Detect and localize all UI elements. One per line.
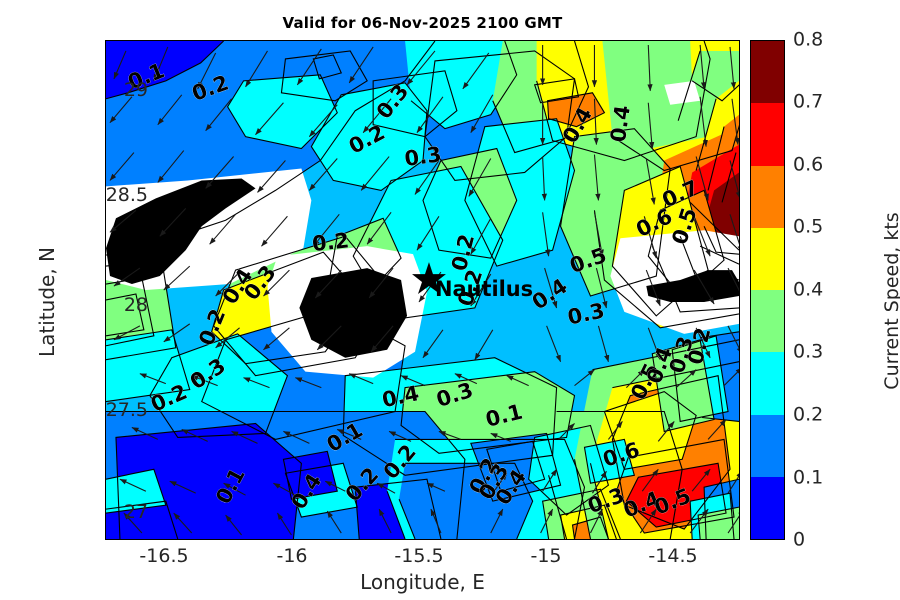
station-label: Nautilus — [435, 277, 533, 301]
colorbar-band-5 — [751, 165, 784, 228]
colorbar-band-3 — [751, 290, 784, 353]
cbar-tick-0-8: 0.8 — [793, 28, 824, 51]
cbar-tick-0-6: 0.6 — [793, 153, 824, 176]
current-vector-field — [109, 44, 739, 536]
cbar-tick-0-7: 0.7 — [793, 90, 824, 113]
ytick-27-5: 27.5 — [105, 399, 148, 421]
xtick-14-5: -14.5 — [648, 545, 698, 567]
page-title: Valid for 06-Nov-2025 2100 GMT — [282, 14, 563, 32]
y-axis-label: Latitude, N — [35, 247, 59, 357]
xtick-15: -15 — [530, 545, 562, 567]
xtick-16-5: -16.5 — [139, 545, 189, 567]
colorbar-band-7 — [751, 41, 784, 104]
star-marker[interactable] — [412, 262, 446, 294]
contour-lines — [106, 41, 739, 539]
cbar-tick-0-2: 0.2 — [793, 403, 824, 426]
contour-label: 0.2 — [311, 228, 350, 256]
contour-label: 0.4 — [606, 104, 635, 144]
contour-label: 0.3 — [403, 142, 443, 171]
cbar-tick-0-1: 0.1 — [793, 466, 824, 489]
cbar-tick-0: 0 — [793, 528, 806, 551]
ytick-29: 29 — [123, 79, 148, 101]
x-axis-label: Longitude, E — [360, 570, 485, 594]
xtick-16: -16 — [276, 545, 308, 567]
cbar-tick-0-4: 0.4 — [793, 278, 824, 301]
colorbar[interactable] — [750, 40, 785, 540]
colorbar-band-6 — [751, 103, 784, 166]
colorbar-band-0 — [751, 476, 784, 539]
station-marker-group[interactable]: Nautilus — [412, 262, 533, 301]
cbar-tick-0-3: 0.3 — [793, 340, 824, 363]
plot-area: 0.1 0.2 0.3 0.2 0.3 0.4 0.4 0.7 0.6 0.5 0.2 0.2 0.4 0… — [105, 40, 740, 540]
contour-plot-svg: 0.1 0.2 0.30.2 0.30.4 0.40.70.60.50.2 0.20.40… — [106, 41, 739, 539]
colorbar-band-4 — [751, 227, 784, 290]
xtick-15-5: -15.5 — [394, 545, 444, 567]
ytick-28-5: 28.5 — [105, 184, 148, 206]
ytick-28: 28 — [123, 294, 148, 316]
ytick-27: 27 — [123, 501, 148, 523]
colorbar-band-2 — [751, 352, 784, 415]
cbar-tick-0-5: 0.5 — [793, 215, 824, 238]
colorbar-band-1 — [751, 414, 784, 477]
colorbar-label: Current Speed, kts — [881, 212, 900, 390]
